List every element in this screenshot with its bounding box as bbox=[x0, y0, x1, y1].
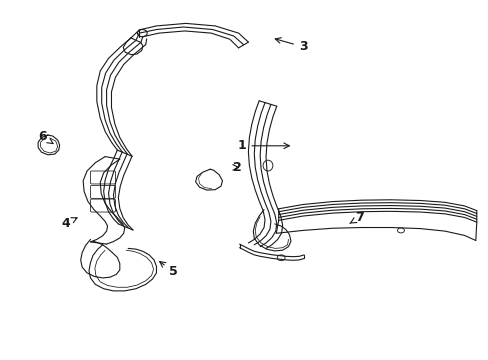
Text: 4: 4 bbox=[61, 217, 77, 230]
FancyBboxPatch shape bbox=[90, 171, 115, 184]
FancyBboxPatch shape bbox=[90, 185, 115, 198]
FancyBboxPatch shape bbox=[90, 199, 115, 212]
Text: 1: 1 bbox=[237, 139, 289, 152]
Text: 7: 7 bbox=[349, 211, 363, 224]
Text: 2: 2 bbox=[232, 161, 241, 174]
Text: 6: 6 bbox=[39, 130, 53, 144]
Text: 5: 5 bbox=[160, 262, 178, 278]
Text: 3: 3 bbox=[275, 38, 307, 53]
